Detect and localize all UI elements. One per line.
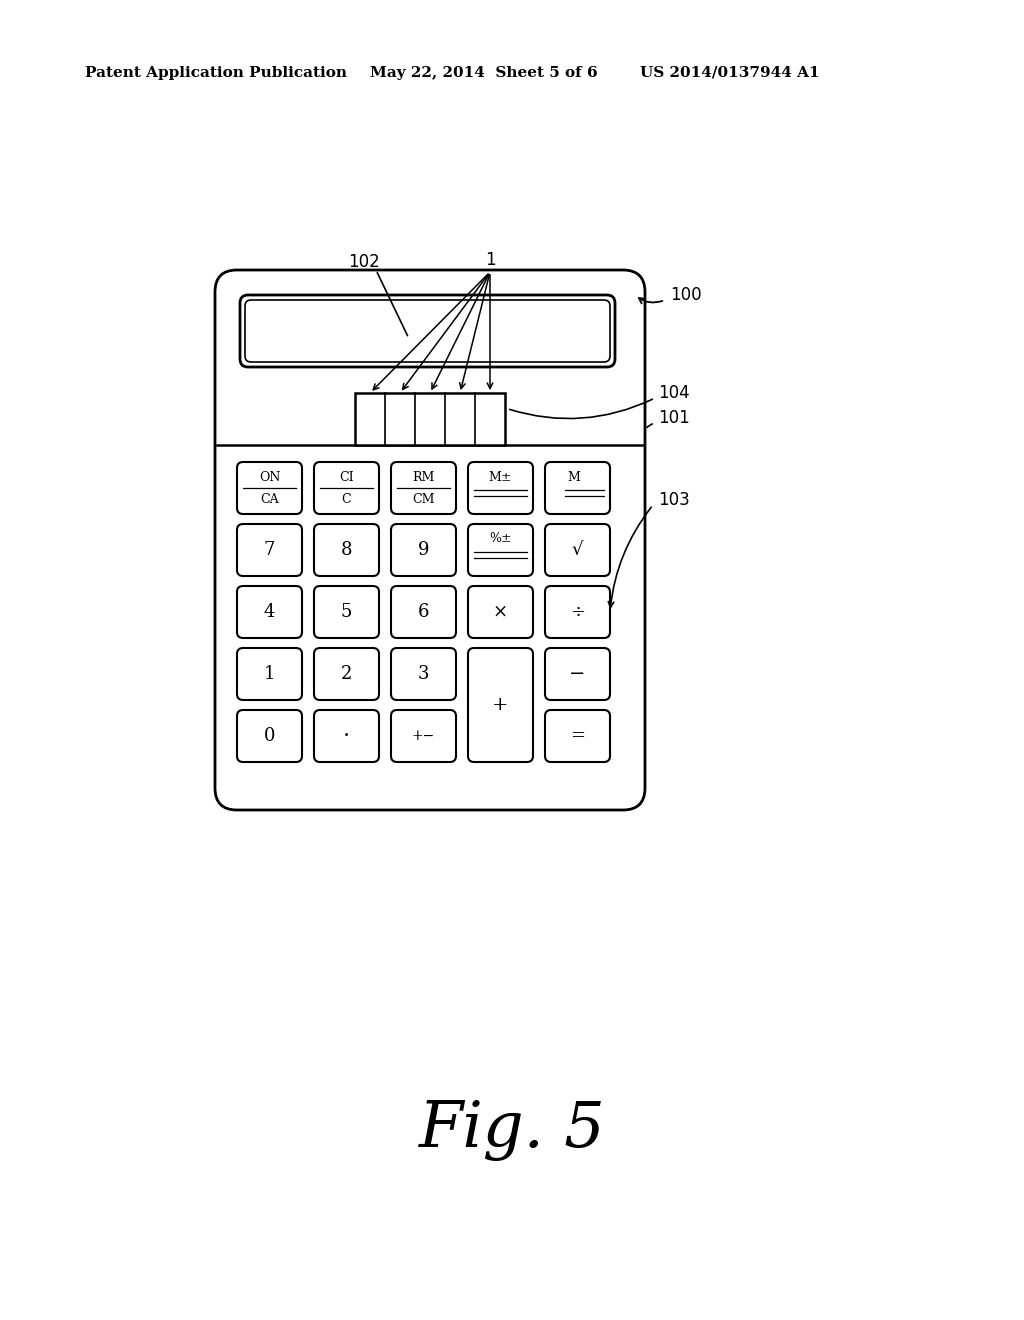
Text: 1: 1 bbox=[484, 251, 496, 269]
FancyBboxPatch shape bbox=[468, 586, 534, 638]
Text: 103: 103 bbox=[658, 491, 690, 510]
Text: 4: 4 bbox=[264, 603, 275, 620]
FancyBboxPatch shape bbox=[215, 271, 645, 810]
Text: 8: 8 bbox=[341, 541, 352, 558]
Text: −: − bbox=[569, 665, 586, 682]
Text: RM: RM bbox=[413, 471, 434, 484]
Text: √: √ bbox=[571, 541, 584, 558]
Text: Patent Application Publication: Patent Application Publication bbox=[85, 66, 347, 81]
FancyBboxPatch shape bbox=[314, 462, 379, 513]
Bar bbox=[355, 393, 505, 445]
FancyBboxPatch shape bbox=[468, 648, 534, 762]
Text: ·: · bbox=[343, 725, 350, 747]
FancyBboxPatch shape bbox=[468, 462, 534, 513]
Text: 104: 104 bbox=[658, 384, 689, 403]
Text: 100: 100 bbox=[670, 286, 701, 304]
Text: US 2014/0137944 A1: US 2014/0137944 A1 bbox=[640, 66, 819, 81]
FancyBboxPatch shape bbox=[391, 710, 456, 762]
FancyBboxPatch shape bbox=[391, 524, 456, 576]
FancyBboxPatch shape bbox=[237, 710, 302, 762]
FancyBboxPatch shape bbox=[237, 462, 302, 513]
Text: 101: 101 bbox=[658, 409, 690, 426]
FancyBboxPatch shape bbox=[545, 462, 610, 513]
Text: +: + bbox=[493, 696, 509, 714]
FancyBboxPatch shape bbox=[314, 648, 379, 700]
Text: 102: 102 bbox=[348, 253, 380, 271]
Text: ×: × bbox=[493, 603, 508, 620]
FancyBboxPatch shape bbox=[237, 648, 302, 700]
FancyBboxPatch shape bbox=[314, 524, 379, 576]
Text: May 22, 2014  Sheet 5 of 6: May 22, 2014 Sheet 5 of 6 bbox=[370, 66, 598, 81]
Text: C: C bbox=[342, 494, 351, 507]
FancyBboxPatch shape bbox=[545, 648, 610, 700]
FancyBboxPatch shape bbox=[391, 462, 456, 513]
Text: M: M bbox=[567, 471, 580, 484]
FancyBboxPatch shape bbox=[468, 524, 534, 576]
FancyBboxPatch shape bbox=[391, 586, 456, 638]
FancyBboxPatch shape bbox=[545, 710, 610, 762]
Text: 9: 9 bbox=[418, 541, 429, 558]
FancyBboxPatch shape bbox=[237, 524, 302, 576]
Text: 3: 3 bbox=[418, 665, 429, 682]
Text: 1: 1 bbox=[264, 665, 275, 682]
Text: 2: 2 bbox=[341, 665, 352, 682]
FancyBboxPatch shape bbox=[240, 294, 615, 367]
Text: 5: 5 bbox=[341, 603, 352, 620]
FancyBboxPatch shape bbox=[545, 586, 610, 638]
FancyBboxPatch shape bbox=[545, 524, 610, 576]
Text: %±: %± bbox=[489, 532, 512, 545]
Text: CM: CM bbox=[413, 494, 435, 507]
Text: 0: 0 bbox=[264, 727, 275, 744]
Text: Fig. 5: Fig. 5 bbox=[419, 1100, 605, 1160]
FancyBboxPatch shape bbox=[391, 648, 456, 700]
Text: +−: +− bbox=[412, 729, 435, 743]
FancyBboxPatch shape bbox=[314, 586, 379, 638]
FancyBboxPatch shape bbox=[237, 586, 302, 638]
Text: =: = bbox=[570, 727, 585, 744]
Text: CA: CA bbox=[260, 494, 279, 507]
Text: ÷: ÷ bbox=[570, 603, 585, 620]
Text: ON: ON bbox=[259, 471, 281, 484]
Text: CI: CI bbox=[339, 471, 354, 484]
FancyBboxPatch shape bbox=[245, 300, 610, 362]
Text: 6: 6 bbox=[418, 603, 429, 620]
FancyBboxPatch shape bbox=[314, 710, 379, 762]
Text: M±: M± bbox=[488, 471, 512, 484]
Text: 7: 7 bbox=[264, 541, 275, 558]
